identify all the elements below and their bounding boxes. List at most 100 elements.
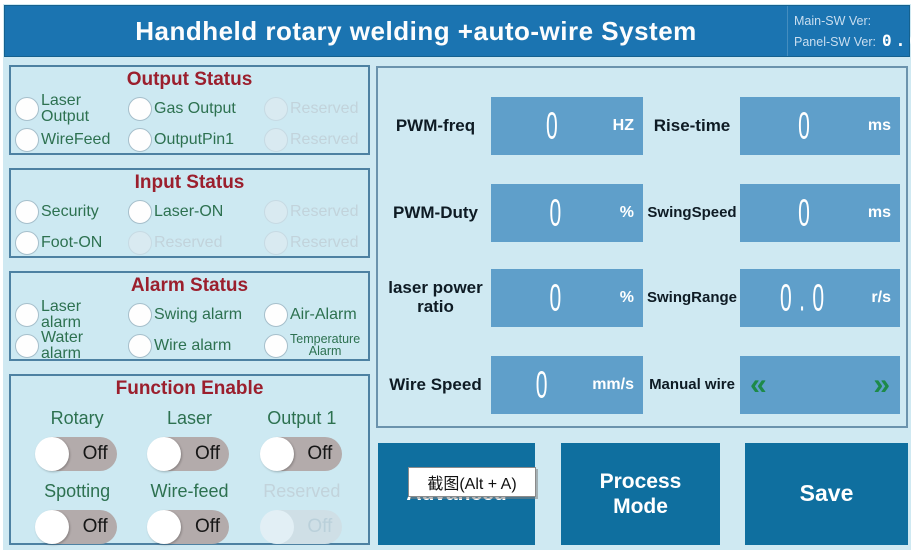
toggle-knob: [259, 510, 294, 544]
panel-sw-version-value: 0.0: [881, 31, 915, 50]
reserved-led-icon: [264, 96, 288, 121]
alarm-status-grid: Laser alarm Swing alarm Air-Alarm Water …: [11, 297, 368, 361]
process-mode-button[interactable]: Process Mode: [561, 443, 720, 545]
function-enable-panel: Function Enable Rotary Off Laser Off Out…: [9, 374, 370, 545]
indicator-output-reserved-2: Reserved: [264, 124, 368, 155]
function-laser: Laser Off: [133, 408, 245, 471]
laser-power-ratio-value: 0: [549, 276, 562, 319]
input-status-title: Input Status: [134, 172, 245, 193]
laser-power-ratio-label: laser power ratio: [388, 278, 483, 316]
water-alarm-led-icon: [15, 333, 39, 358]
toggle-knob: [147, 437, 182, 471]
pwm-freq-value: 0: [545, 104, 558, 147]
wire-alarm-led-icon: [128, 333, 152, 358]
temperature-alarm-led-icon: [264, 333, 288, 358]
pwm-duty-value: 0: [549, 191, 562, 234]
laser-alarm-led-icon: [15, 302, 39, 327]
wire-retract-button[interactable]: «: [750, 368, 767, 401]
save-button[interactable]: Save: [745, 443, 908, 545]
alarm-status-title: Alarm Status: [130, 275, 249, 296]
wire-speed-label: Wire Speed: [389, 374, 482, 394]
wire-feed-button[interactable]: »: [873, 368, 890, 401]
reserved-led-icon: [128, 230, 152, 255]
pwm-freq-value-box[interactable]: 0 HZ: [491, 97, 643, 155]
input-status-panel: Input Status Security Laser-ON Reserved …: [9, 168, 370, 258]
param-row-4: Wire Speed 0 mm/s Manual wire « »: [378, 356, 906, 414]
swing-range-label: SwingRange: [646, 288, 737, 306]
reserved-led-icon: [264, 230, 288, 255]
security-led-icon: [15, 199, 39, 224]
function-reserved: Reserved Off: [246, 481, 358, 544]
laser-toggle[interactable]: Off: [147, 437, 230, 471]
manual-wire-label: Manual wire: [649, 375, 735, 393]
indicator-wirefeed: WireFeed: [15, 124, 128, 155]
indicator-gas-output: Gas Output: [128, 93, 264, 124]
indicator-output-reserved-1: Reserved: [264, 93, 368, 124]
toggle-knob: [147, 510, 182, 544]
laser-power-ratio-value-box[interactable]: 0 %: [491, 269, 643, 327]
indicator-input-reserved-1: Reserved: [264, 196, 368, 227]
wire-speed-value-box[interactable]: 0 mm/s: [491, 356, 643, 414]
manual-wire-control: « »: [740, 356, 900, 414]
param-row-2: PWM-Duty 0 % SwingSpeed 0 ms: [378, 184, 906, 242]
laser-power-ratio-unit: %: [619, 289, 634, 306]
function-wire-feed: Wire-feed Off: [133, 481, 245, 544]
version-info: Main-SW Ver: Panel-SW Ver: 0.0: [787, 6, 915, 56]
indicator-outputpin1: OutputPin1: [128, 124, 264, 155]
indicator-swing-alarm: Swing alarm: [128, 299, 264, 330]
panel-sw-version-label: Panel-SW Ver:: [794, 35, 876, 49]
output-status-panel: Output Status Laser Output Gas Output Re…: [9, 65, 370, 155]
rotary-toggle[interactable]: Off: [35, 437, 118, 471]
indicator-laser-on: Laser-ON: [128, 196, 264, 227]
output1-toggle[interactable]: Off: [259, 437, 342, 471]
swing-speed-value-box[interactable]: 0 ms: [740, 184, 900, 242]
swing-range-value-box[interactable]: 0.0 r/s: [740, 269, 900, 327]
wire-feed-toggle[interactable]: Off: [147, 510, 230, 544]
function-spotting: Spotting Off: [21, 481, 133, 544]
wire-speed-unit: mm/s: [592, 376, 634, 393]
indicator-laser-alarm: Laser alarm: [15, 299, 128, 330]
screenshot-tooltip: 截图(Alt + A): [408, 467, 536, 497]
swing-speed-value: 0: [798, 191, 810, 234]
alarm-status-panel: Alarm Status Laser alarm Swing alarm Air…: [9, 271, 370, 361]
rise-time-label: Rise-time: [653, 115, 731, 135]
function-enable-grid: Rotary Off Laser Off Output 1 Off Spotti…: [11, 400, 368, 544]
spotting-toggle[interactable]: Off: [35, 510, 118, 544]
swing-speed-label: SwingSpeed: [647, 203, 737, 221]
toggle-knob: [35, 510, 70, 544]
indicator-input-reserved-2: Reserved: [128, 227, 264, 258]
swing-alarm-led-icon: [128, 302, 152, 327]
function-output1: Output 1 Off: [246, 408, 358, 471]
indicator-input-reserved-3: Reserved: [264, 227, 368, 258]
header-bar: Handheld rotary welding +auto-wire Syste…: [4, 5, 915, 57]
main-sw-version-label: Main-SW Ver:: [794, 14, 872, 28]
swing-range-value: 0.0: [779, 276, 832, 319]
hmi-screen: Handheld rotary welding +auto-wire Syste…: [3, 4, 915, 550]
reserved-led-icon: [264, 127, 288, 152]
indicator-foot-on: Foot-ON: [15, 227, 128, 258]
indicator-temperature-alarm: Temperature Alarm: [264, 330, 368, 361]
rise-time-value-box[interactable]: 0 ms: [740, 97, 900, 155]
param-row-3: laser power ratio 0 % SwingRange 0.0 r/s: [378, 269, 906, 327]
indicator-water-alarm: Water alarm: [15, 330, 128, 361]
gas-output-led-icon: [128, 96, 152, 121]
toggle-knob: [35, 437, 70, 471]
reserved-toggle: Off: [259, 510, 342, 544]
pwm-duty-value-box[interactable]: 0 %: [491, 184, 643, 242]
swing-range-unit: r/s: [871, 289, 891, 306]
output-status-title: Output Status: [126, 69, 253, 90]
indicator-security: Security: [15, 196, 128, 227]
laser-output-led-icon: [15, 96, 39, 121]
wire-speed-value: 0: [535, 363, 548, 406]
pwm-freq-label: PWM-freq: [395, 115, 476, 135]
indicator-laser-output: Laser Output: [15, 93, 128, 124]
pwm-freq-unit: HZ: [612, 117, 634, 134]
indicator-air-alarm: Air-Alarm: [264, 299, 368, 330]
outputpin1-led-icon: [128, 127, 152, 152]
wirefeed-led-icon: [15, 127, 39, 152]
function-enable-title: Function Enable: [115, 378, 264, 399]
function-rotary: Rotary Off: [21, 408, 133, 471]
laser-on-led-icon: [128, 199, 152, 224]
pwm-duty-unit: %: [619, 204, 634, 221]
rise-time-value: 0: [798, 104, 810, 147]
